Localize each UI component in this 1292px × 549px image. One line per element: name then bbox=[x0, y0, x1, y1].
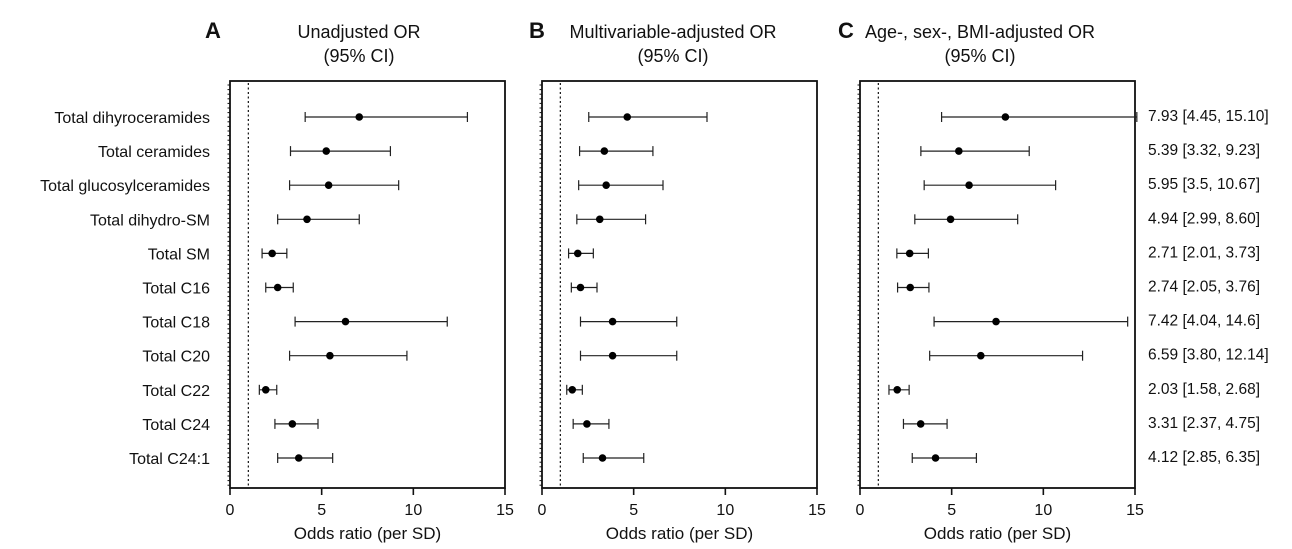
estimate-point bbox=[322, 147, 331, 155]
x-tick-label: 0 bbox=[538, 502, 547, 519]
estimate-point bbox=[583, 420, 591, 428]
estimate-point bbox=[965, 181, 973, 189]
x-tick-label: 0 bbox=[226, 502, 235, 519]
estimate-point bbox=[341, 317, 350, 326]
row-label: Total ceramides bbox=[98, 144, 210, 161]
estimate-annotation: 5.39 [3.32, 9.23] bbox=[1148, 142, 1260, 159]
row-label: Total C22 bbox=[142, 383, 210, 400]
plot-frame bbox=[859, 80, 1136, 489]
panel-letter: A bbox=[205, 18, 221, 43]
x-axis-title: Odds ratio (per SD) bbox=[606, 524, 753, 543]
estimate-point bbox=[595, 215, 604, 224]
estimate-annotation: 4.94 [2.99, 8.60] bbox=[1148, 210, 1260, 227]
estimate-annotation: 2.03 [1.58, 2.68] bbox=[1148, 381, 1260, 398]
x-tick-label: 15 bbox=[808, 502, 826, 519]
estimate-point bbox=[946, 215, 955, 224]
panel-letter: C bbox=[838, 18, 854, 43]
estimate-point bbox=[273, 283, 282, 292]
estimate-point bbox=[261, 386, 270, 394]
estimate-annotation: 7.42 [4.04, 14.6] bbox=[1148, 313, 1260, 330]
estimate-point bbox=[992, 317, 1000, 326]
estimate-point bbox=[598, 454, 607, 462]
estimate-annotation: 3.31 [2.37, 4.75] bbox=[1148, 415, 1260, 432]
estimate-annotation: 7.93 [4.45, 15.10] bbox=[1148, 108, 1269, 125]
row-label: Total C24 bbox=[142, 417, 210, 434]
x-tick-label: 0 bbox=[856, 502, 865, 519]
row-label: Total C16 bbox=[142, 281, 210, 298]
row-label: Total C20 bbox=[142, 349, 210, 366]
x-tick-label: 5 bbox=[317, 502, 326, 519]
estimate-point bbox=[568, 386, 577, 394]
panel-title-line: Multivariable-adjusted OR bbox=[569, 22, 776, 42]
estimate-point bbox=[608, 317, 617, 326]
row-label: Total C24:1 bbox=[129, 451, 210, 468]
plot-frame bbox=[541, 80, 818, 489]
row-label: Total C18 bbox=[142, 315, 210, 332]
estimate-annotation: 6.59 [3.80, 12.14] bbox=[1148, 347, 1269, 364]
panel-title-line: (95% CI) bbox=[944, 46, 1015, 66]
x-tick-label: 10 bbox=[404, 502, 422, 519]
plot-frame bbox=[229, 80, 506, 489]
estimate-point bbox=[623, 113, 632, 121]
panel-title-line: (95% CI) bbox=[323, 46, 394, 66]
estimate-point bbox=[600, 147, 609, 155]
panel-title-line: Unadjusted OR bbox=[297, 22, 420, 42]
estimate-point bbox=[931, 454, 940, 462]
estimate-point bbox=[905, 249, 914, 258]
estimate-annotation: 2.74 [2.05, 3.76] bbox=[1148, 279, 1260, 296]
estimate-point bbox=[1001, 113, 1010, 121]
estimate-point bbox=[608, 351, 617, 360]
estimate-point bbox=[355, 113, 364, 121]
estimate-point bbox=[576, 283, 585, 292]
row-label: Total dihydro-SM bbox=[90, 212, 210, 229]
row-label: Total dihyroceramides bbox=[54, 110, 210, 127]
x-axis-title: Odds ratio (per SD) bbox=[294, 524, 441, 543]
estimate-annotation: 5.95 [3.5, 10.67] bbox=[1148, 176, 1260, 193]
estimate-point bbox=[955, 147, 963, 155]
panel-title-line: Age-, sex-, BMI-adjusted OR bbox=[865, 22, 1095, 42]
estimate-point bbox=[893, 386, 902, 394]
estimate-annotation: 4.12 [2.85, 6.35] bbox=[1148, 449, 1260, 466]
panel-title-line: (95% CI) bbox=[637, 46, 708, 66]
estimate-point bbox=[977, 351, 985, 360]
estimate-point bbox=[303, 215, 311, 224]
x-tick-label: 15 bbox=[1126, 502, 1144, 519]
estimate-point bbox=[268, 249, 276, 258]
estimate-point bbox=[602, 181, 610, 189]
x-tick-label: 5 bbox=[629, 502, 638, 519]
estimate-point bbox=[573, 249, 582, 258]
estimate-point bbox=[294, 454, 303, 462]
estimate-point bbox=[326, 351, 334, 360]
estimate-point bbox=[906, 283, 915, 292]
x-axis-title: Odds ratio (per SD) bbox=[924, 524, 1071, 543]
estimate-point bbox=[916, 420, 925, 428]
estimate-annotation: 2.71 [2.01, 3.73] bbox=[1148, 244, 1260, 261]
row-label: Total glucosylceramides bbox=[40, 178, 210, 195]
x-tick-label: 10 bbox=[716, 502, 734, 519]
row-label: Total SM bbox=[148, 246, 210, 263]
estimate-point bbox=[324, 181, 333, 189]
x-tick-label: 10 bbox=[1034, 502, 1052, 519]
x-tick-label: 15 bbox=[496, 502, 514, 519]
estimate-point bbox=[288, 420, 297, 428]
x-tick-label: 5 bbox=[947, 502, 956, 519]
panel-letter: B bbox=[529, 18, 545, 43]
